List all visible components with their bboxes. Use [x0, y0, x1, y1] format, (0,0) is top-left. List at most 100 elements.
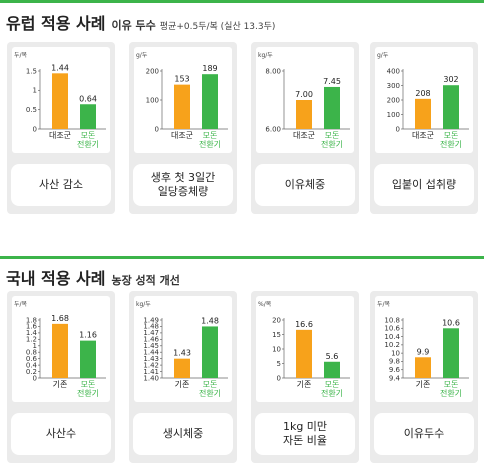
y-tick-label: 8.00	[265, 67, 281, 75]
y-tick-label: 1.5	[26, 67, 37, 75]
data-label: 208	[415, 89, 430, 98]
bar-chart: kg/두 6.00 8.00 7.00 7.45 대조군 모돈 전환기	[258, 52, 350, 149]
section-divider-top	[0, 0, 484, 3]
chart-panel: kg/두 6.00 8.00 7.00 7.45 대조군 모돈 전환기	[256, 47, 354, 153]
y-axis-unit: kg/두	[258, 52, 273, 59]
bar-chart: g/두 0 100 200 300 400 208 302 대조군 모돈 전환기	[377, 52, 469, 149]
y-tick-label: 1.42	[143, 361, 159, 369]
metric-caption-text: 입붙이 섭취량	[391, 178, 457, 191]
data-label: 1.68	[51, 314, 69, 323]
bar-treatment	[324, 86, 340, 129]
metric-caption: 이유체중	[255, 164, 355, 206]
metric-caption: 사산수	[11, 413, 111, 455]
chart-panel: g/두 0 100 200 300 400 208 302 대조군 모돈 전환기	[375, 47, 473, 153]
y-tick-label: 1.49	[143, 316, 159, 324]
y-tick-label: 0.2	[26, 368, 37, 376]
chart-card: 두/복 0 0.5 1 1.5 1.44 0.64 대조군 모돈 전환기 사산 감소	[7, 42, 115, 214]
bar-treatment	[202, 326, 218, 378]
y-tick-label: 1.41	[143, 368, 159, 376]
data-label: 1.43	[173, 349, 191, 358]
metric-caption: 이유두수	[374, 413, 474, 455]
bar-control	[415, 98, 431, 129]
y-tick-label: 9.6	[389, 366, 401, 374]
metric-caption: 생후 첫 3일간 일당증체량	[133, 164, 233, 206]
data-label: 5.6	[326, 352, 339, 361]
chart-panel: %/복 0 5 10 15 20 16.6 5.6 기존 모돈 전환기	[256, 296, 354, 402]
y-tick-label: 100	[146, 96, 159, 104]
y-tick-label: 1.8	[26, 316, 37, 324]
y-tick-label: 1.40	[143, 374, 159, 382]
bar-treatment	[80, 104, 96, 129]
y-tick-label: 15	[272, 331, 281, 339]
chart-card: g/두 0 100 200 300 400 208 302 대조군 모돈 전환기 입붙이 섭취량	[370, 42, 478, 214]
bar-treatment	[443, 328, 459, 378]
category-label-treatment: 모돈 전환기	[199, 131, 221, 149]
metric-caption-text: 이유체중	[284, 178, 326, 191]
data-label: 7.45	[323, 77, 341, 86]
y-tick-label: 0.6	[26, 355, 38, 363]
data-label: 189	[202, 64, 217, 73]
data-label: 1.48	[201, 316, 219, 325]
data-label: 302	[443, 75, 458, 84]
y-tick-label: 0.4	[26, 361, 38, 369]
metric-caption-text: 사산수	[45, 427, 77, 440]
y-tick-label: 1.47	[143, 329, 159, 337]
section-subtitle: 이유 두수	[111, 19, 156, 32]
data-label: 9.9	[417, 347, 430, 356]
category-label-treatment: 모돈 전환기	[199, 380, 221, 398]
chart-panel: 두/복 0 0.5 1 1.5 1.44 0.64 대조군 모돈 전환기	[12, 47, 110, 153]
category-label-control: 대조군	[412, 131, 434, 140]
chart-card: %/복 0 5 10 15 20 16.6 5.6 기존 모돈 전환기 1kg 미만 자돈 비율	[251, 291, 359, 463]
bar-control	[296, 329, 312, 378]
y-tick-label: 200	[146, 67, 159, 75]
bar-treatment	[443, 85, 459, 129]
data-label: 1.44	[51, 63, 69, 72]
bar-chart: kg/두1.401.411.421.431.441.451.461.471.48…	[136, 301, 228, 398]
category-label-control: 기존	[53, 380, 68, 389]
metric-caption-text: 사산 감소	[39, 178, 83, 191]
chart-panel: g/두 0 100 200 153 189 대조군 모돈 전환기	[134, 47, 232, 153]
category-label-control: 대조군	[49, 131, 71, 140]
chart-card: g/두 0 100 200 153 189 대조군 모돈 전환기 생후 첫 3일간 일당증체량	[129, 42, 237, 214]
metric-caption: 1kg 미만 자돈 비율	[255, 413, 355, 455]
data-label: 10.6	[442, 318, 460, 327]
bar-chart: 두/복 0 0.5 1 1.5 1.44 0.64 대조군 모돈 전환기	[14, 52, 106, 149]
bar-chart: g/두 0 100 200 153 189 대조군 모돈 전환기	[136, 52, 228, 149]
y-tick-label: 10.2	[384, 341, 400, 349]
category-label-treatment: 모돈 전환기	[77, 131, 99, 149]
y-tick-label: 1.4	[26, 329, 38, 337]
metric-caption-text: 이유두수	[403, 427, 445, 440]
y-tick-label: 1.6	[26, 323, 38, 331]
bar-control	[52, 323, 68, 378]
y-tick-label: 9.4	[389, 374, 401, 382]
y-tick-label: 1.2	[26, 336, 37, 344]
bar-control	[174, 358, 190, 378]
y-tick-label: 20	[272, 316, 281, 324]
y-axis-unit: %/복	[258, 301, 272, 308]
y-tick-label: 5	[277, 360, 281, 368]
y-axis-unit: 두/복	[377, 301, 391, 308]
bar-control	[52, 73, 68, 129]
y-tick-label: 100	[387, 111, 400, 119]
bar-control	[296, 100, 312, 129]
category-label-control: 기존	[297, 380, 312, 389]
metric-caption: 사산 감소	[11, 164, 111, 206]
bar-treatment	[202, 74, 218, 129]
y-axis-unit: 두/복	[14, 52, 28, 59]
chart-panel: kg/두 1.40 1.41 1.42 1.43 1.44 1.45 1.46 1.47 1.48…	[134, 296, 232, 402]
y-tick-label: 1.44	[143, 349, 159, 357]
bar-control	[415, 357, 431, 378]
section-header-europe: 유럽 적용 사례 이유 두수 평균+0.5두/복 (실산 13.3두)	[6, 10, 275, 34]
y-tick-label: 10.4	[384, 333, 400, 341]
data-label: 153	[174, 75, 189, 84]
data-label: 1.16	[79, 331, 97, 340]
y-tick-label: 1	[33, 87, 37, 95]
section-header-domestic: 국내 적용 사례 농장 성적 개선	[6, 265, 180, 289]
section-title: 유럽 적용 사례	[6, 14, 106, 33]
category-label-treatment: 모돈 전환기	[440, 380, 462, 398]
y-tick-label: 1.48	[143, 323, 159, 331]
chart-panel: 두/복 0 0.2 0.4 0.6 0.8 1 1.2 1.4 1.6 1.8 1.68 1.16 기존 모…	[12, 296, 110, 402]
y-axis-unit: g/두	[377, 52, 389, 59]
bar-control	[174, 84, 190, 129]
y-axis-unit: 두/복	[14, 301, 28, 308]
